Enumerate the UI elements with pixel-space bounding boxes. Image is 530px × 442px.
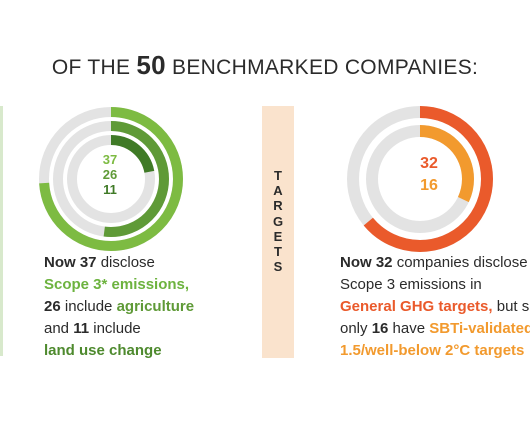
targets-letter: S: [273, 259, 283, 275]
targets-letter: R: [273, 198, 283, 214]
ring-label-land-use: 11: [103, 182, 117, 198]
ring-label-scope3: 37: [102, 152, 118, 167]
ring-arc-agriculture: [53, 121, 169, 237]
scope3-disclosure-donut: [39, 107, 183, 251]
ghg-targets-donut: [347, 106, 493, 252]
ring-arc-scope-3-emissions: [39, 107, 183, 251]
ring-arc-general-ghg-targets: [347, 106, 493, 252]
right-description: Now 32 companies disclose Scope 3 emissi…: [340, 254, 530, 359]
targets-letter: T: [274, 244, 282, 260]
left-panel-stripe: [0, 106, 3, 356]
left-description: Now 37 disclose Scope 3* emissions, 26 i…: [44, 254, 195, 359]
ring-label-general-targets: 32: [420, 155, 438, 172]
right-ring-labels: 32 16: [405, 153, 453, 198]
targets-letter: A: [273, 183, 283, 199]
page-title: OF THE 50 BENCHMARKED COMPANIES:: [51, 50, 479, 80]
targets-letter: T: [274, 168, 282, 183]
title-number: 50: [136, 50, 166, 80]
ring-arc-land-use-change: [67, 135, 155, 223]
ring-label-agriculture: 26: [102, 167, 118, 183]
ring-label-sbti-targets: 16: [420, 177, 438, 195]
left-ring-labels: 37 26 11: [86, 152, 134, 197]
targets-letter: G: [272, 213, 284, 229]
ring-arc-sbti-validated-1-5-well-below-2-c-targets: [366, 125, 474, 233]
targets-letter: E: [273, 228, 283, 244]
